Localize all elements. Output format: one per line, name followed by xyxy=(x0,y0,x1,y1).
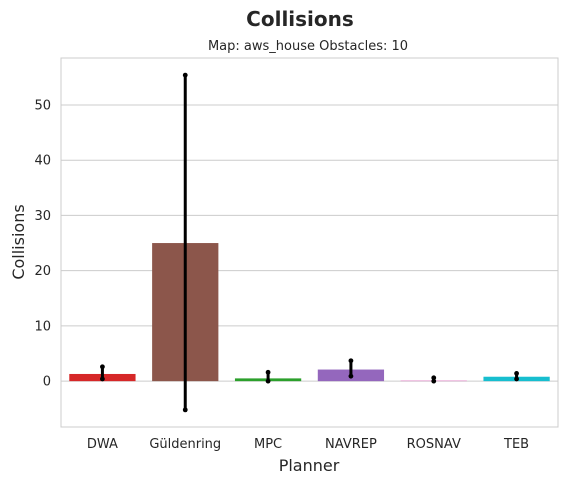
x-tick-labels: DWA Güldenring MPC NAVREP ROSNAV TEB xyxy=(87,437,529,452)
x-tick-label: TEB xyxy=(503,437,529,452)
error-cap xyxy=(514,371,519,376)
x-tick-label: ROSNAV xyxy=(407,437,461,452)
x-axis-label: Planner xyxy=(279,456,340,475)
y-tick-label: 50 xyxy=(34,98,51,113)
plot-area-frame xyxy=(60,57,559,428)
error-cap xyxy=(100,364,105,370)
error-cap xyxy=(265,378,271,384)
y-axis-label: Collisions xyxy=(9,204,28,279)
y-tick-label: 10 xyxy=(34,319,51,334)
gridlines xyxy=(61,104,558,382)
y-tick-label: 30 xyxy=(34,209,51,224)
x-tick-label: MPC xyxy=(254,437,282,452)
error-cap xyxy=(431,375,437,381)
x-tick-label: DWA xyxy=(87,437,118,452)
y-tick-label: 40 xyxy=(34,154,51,169)
error-cap xyxy=(182,72,188,78)
x-tick-label: NAVREP xyxy=(325,437,377,452)
error-cap xyxy=(348,373,354,379)
error-cap xyxy=(100,376,105,382)
y-tick-label: 0 xyxy=(43,375,51,390)
y-tick-labels: 0 10 20 30 40 50 xyxy=(34,98,51,389)
error-cap xyxy=(265,369,271,375)
error-cap xyxy=(431,378,437,384)
y-tick-label: 20 xyxy=(34,264,51,279)
chart-title: Collisions xyxy=(246,7,354,31)
bars xyxy=(69,243,550,382)
error-cap xyxy=(182,407,188,413)
chart-subtitle: Map: aws_house Obstacles: 10 xyxy=(208,39,408,54)
error-cap xyxy=(514,376,519,382)
error-bars xyxy=(100,72,519,413)
x-tick-label: Güldenring xyxy=(149,437,221,452)
error-cap xyxy=(348,358,354,364)
